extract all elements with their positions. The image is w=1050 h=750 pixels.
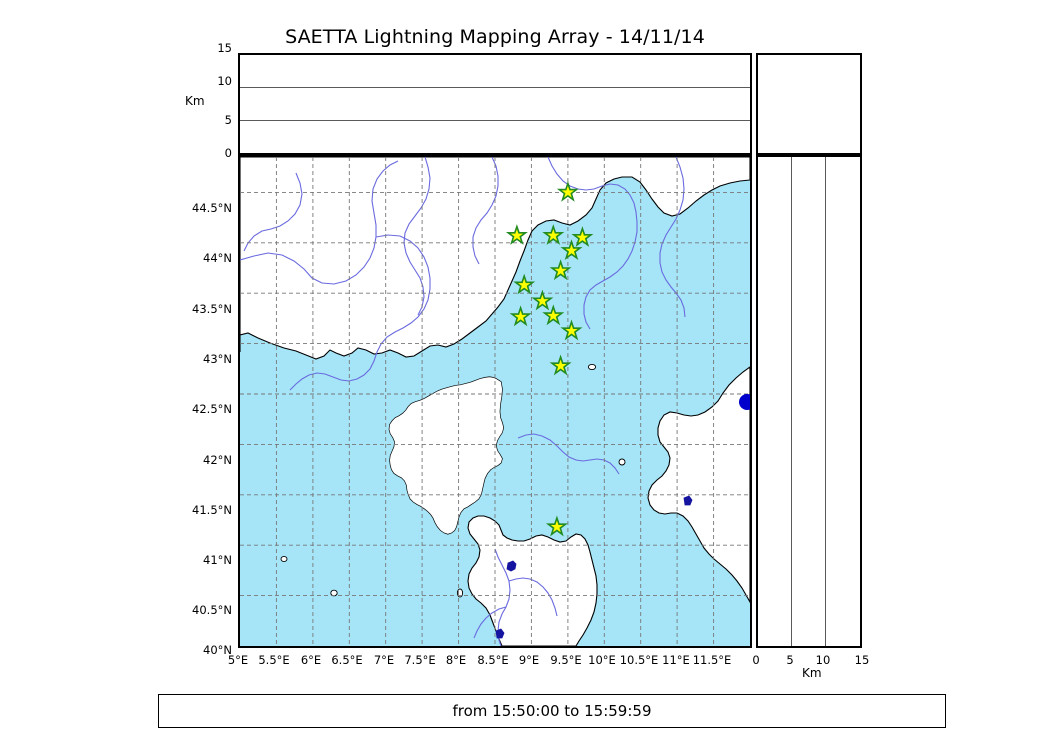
map-ytick-44: 44°N [203,251,232,265]
map-svg [240,157,750,646]
station-marker[interactable] [513,273,536,295]
right-panel-xtick-10: 10 [815,653,831,667]
map-xtick-11: 11°E [662,653,690,667]
station-marker[interactable] [571,226,594,247]
map-panel[interactable] [238,155,752,648]
corner-panel [756,53,862,155]
map-xtick-7.5: 7.5°E [404,653,436,667]
map-ytick-41: 41°N [203,553,232,567]
top-panel-ytick-0: 0 [224,146,232,160]
island-islet-5 [587,363,597,371]
island-islet-2 [330,589,338,597]
station-marker[interactable] [531,289,554,311]
station-marker[interactable] [545,515,568,537]
top-altitude-panel [238,53,752,155]
top-panel-ytick-5: 5 [224,113,232,127]
station-marker[interactable] [560,319,583,341]
station-markers-group[interactable] [505,180,594,537]
map-xtick-10: 10°E [588,653,616,667]
time-range-box: from 15:50:00 to 15:59:59 [158,694,946,728]
map-xtick-6.5: 6.5°E [331,653,363,667]
map-gridlines [240,157,750,646]
station-marker[interactable] [549,259,572,281]
time-range-text: from 15:50:00 to 15:59:59 [452,702,652,720]
river-corsica [517,433,620,475]
map-xtick-5: 5°E [227,653,249,667]
station-marker[interactable] [542,304,565,326]
lake-sardinia-1 [506,560,517,572]
map-xtick-6: 6°E [300,653,322,667]
station-marker[interactable] [560,239,583,261]
map-ytick-43.5: 43.5°N [192,302,232,316]
station-marker[interactable] [542,224,565,245]
map-ytick-40.5: 40.5°N [192,603,232,617]
station-marker[interactable] [549,354,572,376]
map-xtick-7: 7°E [373,653,395,667]
right-altitude-panel [756,155,862,648]
map-ytick-42: 42°N [203,453,232,467]
map-ytick-41.5: 41.5°N [192,503,232,517]
station-marker[interactable] [509,305,532,327]
page-title: SAETTA Lightning Mapping Array - 14/11/1… [285,26,705,48]
map-ytick-42.5: 42.5°N [192,402,232,416]
right-panel-axis-label-km: Km [802,666,822,680]
right-panel-xtick-0: 0 [752,653,760,667]
right-panel-xtick-15: 15 [854,653,870,667]
map-ytick-40: 40°N [203,643,232,657]
island-islet-4 [618,458,626,466]
lake-italy [683,495,693,506]
map-xtick-8.5: 8.5°E [477,653,509,667]
map-ytick-44.5: 44.5°N [192,201,232,215]
station-marker[interactable] [556,180,579,202]
lake-sardinia-2 [495,628,505,639]
top-panel-axis-label-km: Km [185,94,205,108]
top-panel-ytick-15: 15 [217,41,232,55]
island-islet-1 [280,555,288,563]
map-xtick-10.5: 10.5°E [619,653,659,667]
top-panel-gridline-10 [240,87,750,88]
right-panel-xtick-5: 5 [786,653,794,667]
station-marker[interactable] [505,224,528,245]
map-xtick-9.5: 9.5°E [550,653,582,667]
top-panel-ytick-10: 10 [217,74,232,88]
map-xtick-5.5: 5.5°E [258,653,290,667]
right-panel-gridline-10 [825,157,826,646]
map-xtick-11.5: 11.5°E [692,653,732,667]
map-ytick-43: 43°N [203,352,232,366]
lightning-source-marker[interactable] [739,394,750,410]
map-xtick-9: 9°E [518,653,540,667]
top-panel-gridline-5 [240,120,750,121]
right-panel-gridline-5 [791,157,792,646]
map-inner [240,157,750,646]
map-xtick-8: 8°E [445,653,467,667]
